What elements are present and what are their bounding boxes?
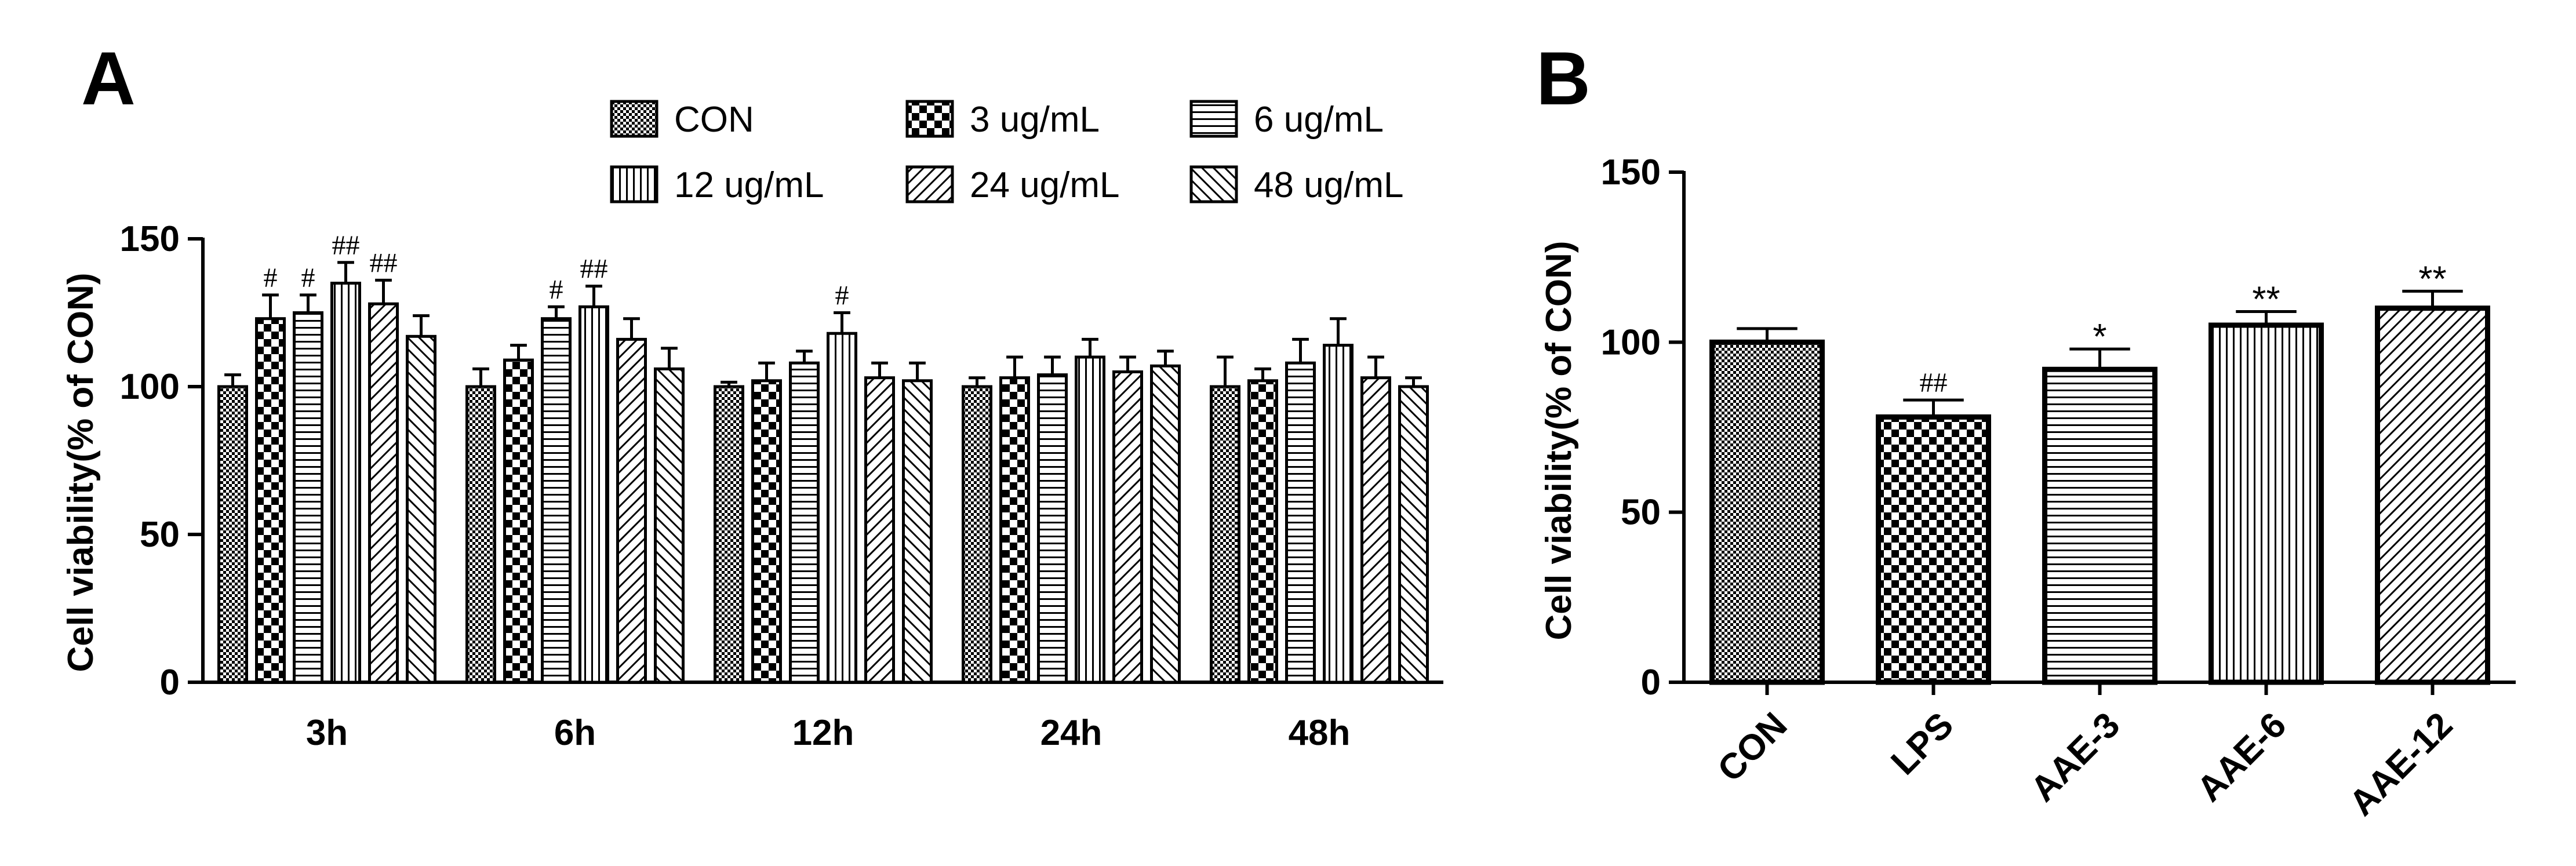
legend-label-24-ug-ml: 24 ug/mL: [970, 165, 1120, 205]
panel-a-y-tick-label: 50: [140, 515, 180, 555]
panel-a-bar-48h-12-ug-ml: [1323, 344, 1354, 684]
legend-label-12-ug-ml: 12 ug/mL: [674, 165, 824, 205]
panel-b-x-tick-label-con: CON: [1710, 705, 1795, 789]
panel-b-y-tick-label: 50: [1621, 493, 1661, 533]
panel-a-x-tick-label-6h: 6h: [554, 713, 596, 753]
panel-a-bar-3h-48-ug-ml: [406, 334, 436, 684]
panel-b-x-tick-label-aae-3: AAE-3: [2023, 705, 2127, 809]
panel-a-bar-6h-48-ug-ml: [654, 367, 685, 684]
panel-a-bar-24h-48-ug-ml: [1150, 364, 1181, 684]
panel-b-y-tick-label: 100: [1601, 322, 1661, 362]
panel-a-significance-label: ##: [332, 230, 360, 261]
panel-a-y-tick-label: 0: [160, 663, 180, 703]
panel-a-y-axis-label: Cell viability(% of CON): [61, 273, 101, 672]
panel-b-bar-aae-12: [2375, 305, 2490, 685]
panel-a-bar-12h-48-ug-ml: [902, 379, 933, 684]
panel-a-x-tick-label-12h: 12h: [792, 713, 854, 753]
panel-a-bar-48h-3-ug-ml: [1247, 379, 1278, 684]
panel-a-bar-6h-12-ug-ml: [578, 305, 609, 684]
panel-letter-a: A: [81, 36, 136, 121]
panel-a-bar-48h-48-ug-ml: [1398, 385, 1429, 684]
panel-a-bar-48h-6-ug-ml: [1285, 361, 1316, 684]
panel-b-chart: 0 50 100 150 CON ## LPS * AAE-3 ** AAE-6 ** AAE-12: [1601, 152, 2516, 824]
panel-b-x-tick-label-aae-12: AAE-12: [2342, 705, 2461, 824]
panel-a-bar-24h-3-ug-ml: [999, 376, 1030, 684]
panel-a-bar-6h-3-ug-ml: [503, 358, 534, 684]
legend-swatch-3-ug-ml: [905, 100, 954, 138]
panel-a-y-tick-label: 100: [120, 367, 180, 407]
panel-a-bar-12h-6-ug-ml: [789, 361, 820, 684]
panel-a-y-tick-label: 150: [120, 219, 180, 259]
legend-swatch-con: [610, 100, 658, 138]
panel-b-bar-aae-3: [2042, 366, 2157, 685]
panel-a-significance-label: #: [550, 274, 563, 305]
panel-a-bar-6h-24-ug-ml: [616, 337, 647, 684]
panel-b-bar-con: [1709, 339, 1825, 685]
panel-a-bar-3h-6-ug-ml: [293, 311, 323, 684]
panel-a-bar-24h-con: [962, 385, 992, 684]
panel-b-significance-label: *: [2093, 317, 2106, 357]
panel-a-bar-3h-con: [217, 385, 248, 684]
legend-swatch-24-ug-ml: [905, 165, 954, 203]
panel-a-significance-label: ##: [580, 254, 608, 285]
panel-a-bar-6h-6-ug-ml: [541, 317, 572, 684]
panel-a-bar-6h-con: [465, 385, 496, 684]
panel-b-x-tick-label-aae-6: AAE-6: [2189, 705, 2294, 809]
panel-a-bar-24h-24-ug-ml: [1112, 370, 1143, 684]
panel-a-bar-12h-12-ug-ml: [827, 332, 857, 684]
panel-a-x-tick-label-24h: 24h: [1040, 713, 1103, 753]
panel-a-bar-3h-24-ug-ml: [368, 302, 399, 684]
panel-b-bar-lps: [1876, 414, 1991, 685]
legend-swatch-6-ug-ml: [1189, 100, 1238, 138]
panel-b-y-tick-label: 150: [1601, 152, 1661, 192]
panel-a-bar-48h-con: [1210, 385, 1240, 684]
panel-a-bar-24h-6-ug-ml: [1037, 373, 1068, 684]
panel-a-bar-3h-12-ug-ml: [330, 282, 361, 684]
panel-a-significance-label: #: [301, 263, 315, 293]
legend-label-con: CON: [674, 100, 754, 140]
panel-letter-b: B: [1536, 36, 1591, 121]
panel-b-significance-label: **: [2418, 259, 2446, 299]
panel-a-x-tick-label-48h: 48h: [1289, 713, 1351, 753]
legend-swatch-12-ug-ml: [610, 165, 658, 203]
panel-b-x-tick-label-lps: LPS: [1883, 705, 1961, 783]
legend-swatch-48-ug-ml: [1189, 165, 1238, 203]
panel-b-y-tick-label: 0: [1641, 663, 1661, 703]
panel-a-significance-label: #: [264, 263, 278, 293]
panel-a-bar-24h-12-ug-ml: [1075, 355, 1105, 684]
panel-a-bar-12h-con: [714, 385, 744, 684]
legend-label-6-ug-ml: 6 ug/mL: [1254, 100, 1384, 140]
panel-a-bar-3h-3-ug-ml: [255, 317, 286, 684]
legend-label-48-ug-ml: 48 ug/mL: [1254, 165, 1404, 205]
panel-b-bar-aae-6: [2208, 322, 2324, 685]
panel-b-significance-label: ##: [1920, 367, 1948, 398]
panel-b-significance-label: **: [2252, 280, 2280, 320]
panel-a-significance-label: ##: [370, 248, 398, 278]
panel-a-bar-12h-3-ug-ml: [751, 379, 782, 684]
panel-a-legend: CON 3 ug/mL 6 ug/mL 12 ug/mL 24 ug/mL 48 ug/m…: [610, 100, 1404, 205]
panel-a-bar-48h-24-ug-ml: [1360, 376, 1391, 684]
panel-a-bar-12h-24-ug-ml: [864, 376, 895, 684]
panel-b-y-axis-label: Cell viability(% of CON): [1539, 241, 1579, 641]
panel-a-significance-label: #: [835, 281, 849, 311]
legend-label-3-ug-ml: 3 ug/mL: [970, 100, 1100, 140]
panel-a-x-tick-label-3h: 3h: [306, 713, 348, 753]
